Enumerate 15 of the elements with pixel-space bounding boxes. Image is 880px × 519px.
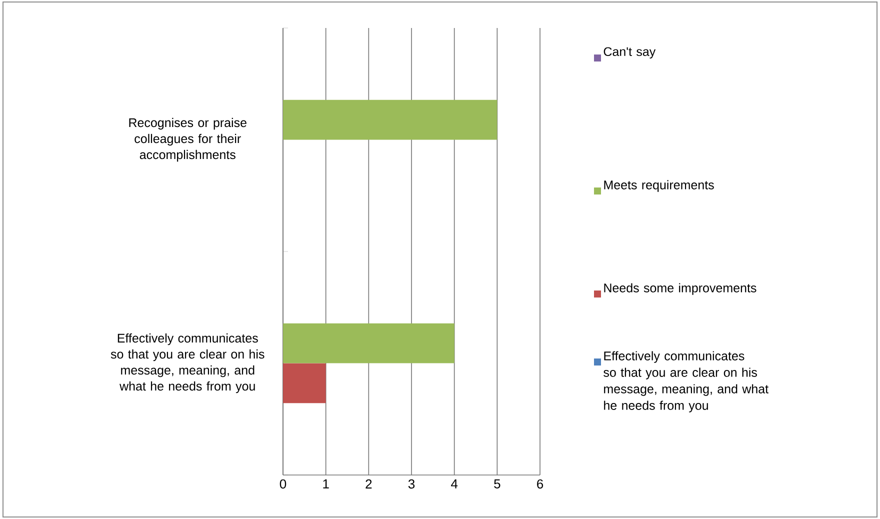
x-tick-label: 3	[408, 479, 415, 489]
y-tick-label: Recognises or praise colleagues for their accomplishments	[129, 118, 246, 162]
x-tick-label: 6	[537, 479, 544, 489]
x-tick-label: 0	[280, 479, 286, 489]
legend-label: Can't say	[604, 47, 656, 59]
x-tick-label: 1	[323, 479, 329, 488]
bar	[283, 100, 498, 140]
bar	[283, 323, 454, 364]
legend-label: Meets requirements	[604, 180, 714, 192]
x-tick-label: 2	[366, 479, 372, 488]
x-tick-label: 4	[451, 479, 458, 488]
x-tick-label: 5	[494, 479, 500, 488]
legend-label: Effectively communicates so that you are clear on his message, meaning, and what he needs from you	[604, 351, 768, 412]
legend-label: Needs some improvements	[604, 283, 756, 295]
bar	[283, 363, 326, 404]
